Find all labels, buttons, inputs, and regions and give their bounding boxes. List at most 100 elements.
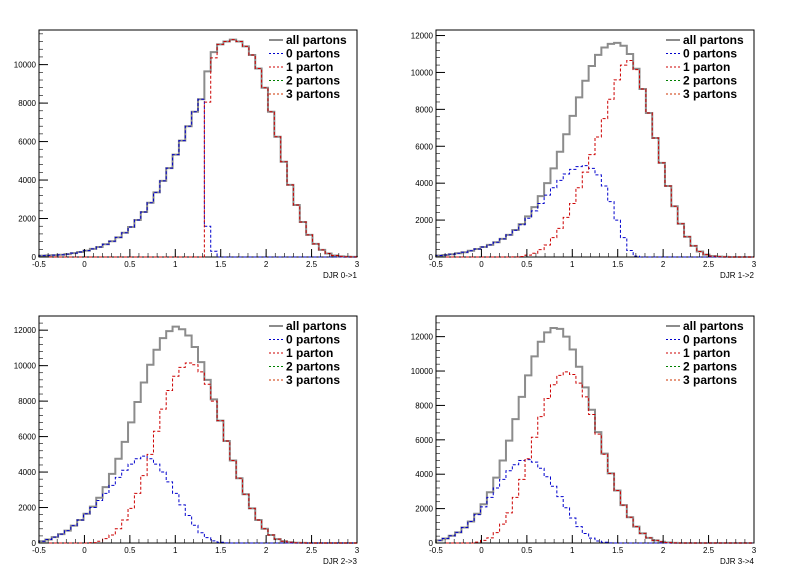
y-tick-label: 0 <box>32 253 37 262</box>
plot-frame <box>435 315 755 544</box>
legend-label: all partons <box>683 33 744 47</box>
x-tick-label: 1 <box>173 546 178 555</box>
legend-label: 3 partons <box>683 373 737 387</box>
legend-label: 1 parton <box>683 346 730 360</box>
legend-label: 2 partons <box>286 360 340 374</box>
x-tick-label: -0.5 <box>429 546 443 555</box>
legend-label: 0 partons <box>683 47 737 61</box>
x-axis-title: DJR 2->3 <box>323 557 358 566</box>
x-tick-label: 0 <box>479 260 484 269</box>
x-tick-label: 1 <box>570 546 575 555</box>
y-tick-label: 10000 <box>411 68 434 77</box>
x-tick-label: 2 <box>661 260 666 269</box>
histogram-panel-2: -0.5 0 0.5 1 1.5 2 2.5 302000400060008000100001… <box>411 29 757 280</box>
x-tick-label: 2.5 <box>703 546 715 555</box>
series-0-partons <box>435 459 754 544</box>
histogram-panel-4: -0.5 0 0.5 1 1.5 2 2.5 302000400060008000100001… <box>411 315 757 566</box>
x-tick-label: 0 <box>82 260 87 269</box>
y-tick-label: 4000 <box>18 468 36 477</box>
legend-label: 0 partons <box>286 333 340 347</box>
series-1-parton <box>436 59 754 258</box>
x-tick-label: 2.5 <box>306 546 318 555</box>
x-tick-label: 0.5 <box>521 546 533 555</box>
series-0-partons <box>435 165 754 258</box>
y-tick-label: 10000 <box>411 367 434 376</box>
series-0-partons <box>38 455 357 544</box>
y-tick-label: 0 <box>32 539 37 548</box>
x-tick-label: 0.5 <box>521 260 533 269</box>
x-tick-label: 2 <box>264 546 269 555</box>
x-axis-title: DJR 1->2 <box>720 271 755 280</box>
x-tick-label: 2 <box>264 260 269 269</box>
legend-label: 3 partons <box>286 87 340 101</box>
x-tick-label: 1 <box>173 260 178 269</box>
x-tick-label: 2.5 <box>703 260 715 269</box>
plot-frame <box>38 29 358 258</box>
x-axis-title: DJR 3->4 <box>720 557 755 566</box>
legend-label: 1 parton <box>286 60 333 74</box>
legend-label: 2 partons <box>683 74 737 88</box>
y-tick-label: 12000 <box>14 326 37 335</box>
legend-label: all partons <box>286 33 347 47</box>
y-tick-label: 4000 <box>18 176 36 185</box>
y-tick-label: 0 <box>429 253 434 262</box>
y-tick-label: 8000 <box>415 105 433 114</box>
x-tick-label: 3 <box>752 260 757 269</box>
y-tick-label: 4000 <box>415 179 433 188</box>
y-tick-label: 0 <box>429 539 434 548</box>
x-tick-label: -0.5 <box>32 546 46 555</box>
y-tick-label: 6000 <box>415 142 433 151</box>
x-tick-label: 0.5 <box>124 260 136 269</box>
y-tick-label: 4000 <box>415 470 433 479</box>
x-tick-label: 3 <box>355 260 360 269</box>
x-axis-title: DJR 0->1 <box>323 271 358 280</box>
legend-label: 3 partons <box>683 87 737 101</box>
series-1-parton <box>436 371 754 544</box>
legend-label: 2 partons <box>286 74 340 88</box>
x-tick-label: 3 <box>752 546 757 555</box>
y-tick-label: 2000 <box>18 504 36 513</box>
x-tick-label: -0.5 <box>429 260 443 269</box>
y-tick-label: 8000 <box>18 99 36 108</box>
x-tick-label: 2 <box>661 546 666 555</box>
y-tick-label: 12000 <box>411 32 434 41</box>
y-tick-label: 8000 <box>18 397 36 406</box>
histogram-panel-3: -0.5 0 0.5 1 1.5 2 2.5 302000400060008000100001… <box>14 315 360 566</box>
legend-label: 0 partons <box>683 333 737 347</box>
legend-label: all partons <box>683 319 744 333</box>
legend-label: 0 partons <box>286 47 340 61</box>
y-tick-label: 12000 <box>411 333 434 342</box>
x-tick-label: 2.5 <box>306 260 318 269</box>
series-0-partons <box>38 98 357 258</box>
legend-label: 1 parton <box>683 60 730 74</box>
legend-label: all partons <box>286 319 347 333</box>
x-tick-label: 1.5 <box>215 546 227 555</box>
x-tick-label: 3 <box>355 546 360 555</box>
x-tick-label: 1.5 <box>612 260 624 269</box>
y-tick-label: 2000 <box>18 215 36 224</box>
x-tick-label: -0.5 <box>32 260 46 269</box>
x-tick-label: 1.5 <box>215 260 227 269</box>
y-tick-label: 2000 <box>415 216 433 225</box>
y-tick-label: 6000 <box>18 433 36 442</box>
x-tick-label: 0.5 <box>124 546 136 555</box>
y-tick-label: 10000 <box>14 362 37 371</box>
y-tick-label: 8000 <box>415 401 433 410</box>
x-tick-label: 0 <box>479 546 484 555</box>
x-tick-label: 0 <box>82 546 87 555</box>
legend-label: 3 partons <box>286 373 340 387</box>
x-tick-label: 1 <box>570 260 575 269</box>
y-tick-label: 2000 <box>415 505 433 514</box>
y-tick-label: 10000 <box>14 61 37 70</box>
legend-label: 1 parton <box>286 346 333 360</box>
histogram-panel-1: -0.5 0 0.5 1 1.5 2 2.5 30200040006000800010000D… <box>14 29 360 280</box>
legend-label: 2 partons <box>683 360 737 374</box>
series-1-parton <box>39 362 357 544</box>
y-tick-label: 6000 <box>415 436 433 445</box>
plot-frame <box>435 29 755 258</box>
